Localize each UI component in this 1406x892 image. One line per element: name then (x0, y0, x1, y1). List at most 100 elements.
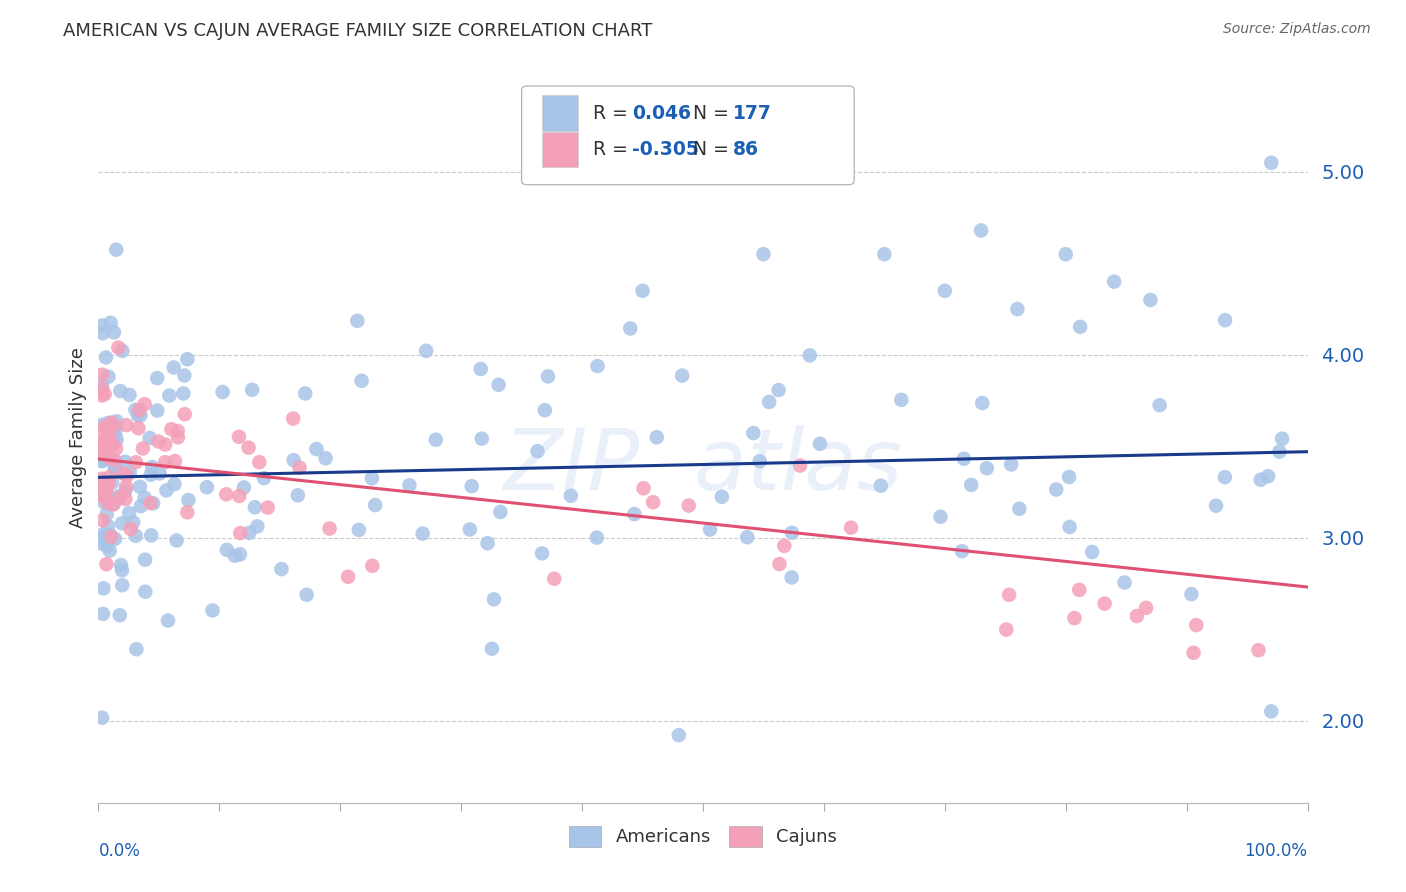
Point (1081, 545, 1104, 559)
Text: 0.046: 0.046 (631, 103, 690, 122)
Point (105, 420, 128, 434)
Point (146, 403, 169, 417)
Point (195, 480, 218, 494)
Point (560, 489, 582, 503)
Point (543, 572, 565, 586)
Point (619, 321, 641, 335)
Point (93, 387, 115, 401)
Point (482, 592, 505, 607)
Point (1257, 469, 1279, 483)
Text: 86: 86 (734, 140, 759, 159)
Point (350, 374, 373, 388)
Point (995, 623, 1018, 637)
Point (94, 351, 117, 365)
Point (134, 584, 156, 599)
Point (1271, 432, 1294, 446)
Point (115, 468, 138, 483)
Point (129, 480, 152, 494)
Point (166, 424, 188, 438)
Point (412, 526, 434, 541)
Point (125, 455, 148, 469)
Point (586, 359, 609, 373)
Point (1114, 575, 1136, 590)
Point (100, 452, 122, 467)
Text: AMERICAN VS CAJUN AVERAGE FAMILY SIZE CORRELATION CHART: AMERICAN VS CAJUN AVERAGE FAMILY SIZE CO… (63, 22, 652, 40)
Point (1069, 319, 1091, 334)
Point (125, 642, 148, 657)
Point (1185, 618, 1208, 632)
Point (97, 438, 120, 452)
Point (631, 284, 654, 298)
Point (91, 475, 114, 490)
Point (138, 431, 160, 445)
Point (789, 458, 811, 473)
Point (228, 489, 250, 503)
Point (163, 477, 186, 491)
Point (141, 460, 163, 475)
Point (91, 472, 114, 486)
Point (526, 444, 548, 458)
Point (1045, 483, 1067, 497)
Point (305, 442, 328, 456)
Point (960, 478, 983, 492)
Point (91, 443, 114, 458)
Point (129, 499, 152, 513)
Point (91, 711, 114, 725)
Point (96, 533, 118, 548)
Point (1059, 520, 1081, 534)
Point (127, 409, 149, 423)
Point (934, 284, 956, 298)
Point (120, 522, 142, 536)
Text: 0.0%: 0.0% (98, 842, 141, 860)
Point (104, 463, 127, 477)
Point (91, 441, 114, 455)
Point (238, 525, 260, 540)
Point (134, 491, 156, 505)
Point (489, 505, 512, 519)
Point (294, 386, 316, 401)
Point (91, 513, 114, 527)
Point (758, 395, 780, 409)
Point (1008, 501, 1031, 516)
Point (799, 348, 821, 362)
Point (94, 483, 117, 498)
Point (91, 417, 114, 432)
Point (91, 479, 114, 493)
Point (153, 437, 176, 451)
Point (1007, 301, 1029, 317)
Text: R =: R = (593, 140, 634, 159)
Point (972, 396, 994, 410)
Point (1213, 470, 1236, 484)
Point (1094, 597, 1116, 611)
Point (153, 455, 176, 469)
Point (737, 530, 759, 544)
Point (1205, 499, 1227, 513)
Point (105, 243, 128, 257)
Point (1000, 458, 1022, 472)
Point (742, 426, 765, 441)
Point (287, 488, 309, 502)
Point (347, 523, 370, 537)
Point (163, 360, 186, 375)
Point (1260, 156, 1282, 170)
Point (105, 442, 128, 456)
Point (246, 519, 269, 533)
Point (361, 471, 384, 485)
Point (115, 480, 138, 494)
Point (586, 531, 609, 545)
Point (243, 500, 266, 515)
Point (91, 454, 114, 468)
Point (976, 461, 998, 475)
Point (873, 247, 896, 261)
Point (173, 368, 195, 383)
Point (458, 523, 481, 537)
Point (1250, 473, 1272, 487)
Point (118, 506, 141, 520)
Point (112, 467, 135, 481)
Text: 177: 177 (734, 103, 772, 122)
Point (111, 578, 134, 592)
Point (97, 476, 120, 491)
Point (768, 383, 790, 397)
Point (537, 369, 560, 384)
Point (173, 407, 195, 421)
